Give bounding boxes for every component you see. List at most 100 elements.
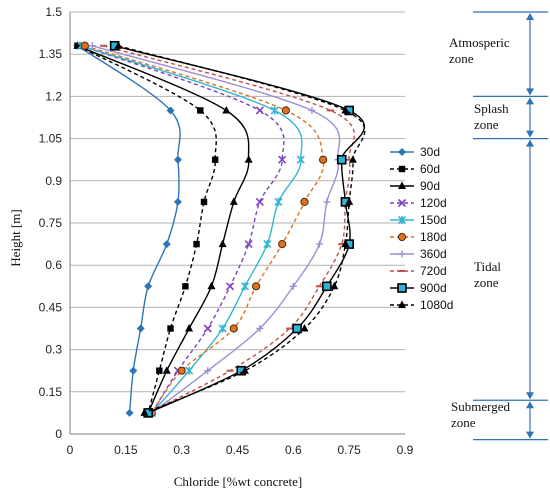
series-line-30d: [77, 45, 181, 413]
legend-label-120d: 120d: [420, 196, 447, 210]
data-point-150d: [185, 366, 194, 375]
zone-arrow-head: [526, 97, 534, 105]
data-point-180d: [300, 197, 309, 206]
data-point-60d: [167, 325, 174, 332]
legend-marker-180d: [397, 232, 407, 242]
data-point-1080d: [341, 239, 350, 248]
y-tick-label: 0: [55, 427, 62, 441]
y-tick-label: 0.6: [45, 258, 62, 272]
series-line-900d: [114, 45, 365, 414]
zone-arrow-head: [526, 431, 534, 439]
zone-label: zone: [451, 415, 476, 430]
series-line-60d: [77, 45, 217, 414]
legend-label-90d: 90d: [420, 179, 440, 193]
data-point-150d: [270, 106, 279, 115]
data-point-180d: [252, 282, 261, 291]
data-point-60d: [156, 367, 163, 374]
data-point-360d: [315, 240, 323, 248]
data-point-150d: [296, 155, 305, 164]
data-point-180d: [229, 324, 238, 333]
data-point-1080d: [240, 366, 249, 374]
legend-marker-1080d: [398, 300, 406, 308]
data-point-120d: [244, 240, 253, 249]
data-point-60d: [193, 240, 200, 248]
zone-arrow-head: [526, 130, 534, 138]
x-tick-label: 0.6: [285, 443, 302, 457]
y-tick-label: 0.75: [39, 216, 63, 230]
data-point-1080d: [345, 197, 354, 205]
x-tick-label: 0.45: [226, 443, 250, 457]
series-line-720d: [103, 45, 355, 414]
zone-arrow-head: [526, 88, 534, 96]
legend-label-360d: 360d: [420, 247, 447, 261]
data-point-150d: [218, 324, 227, 333]
series-line-150d: [80, 45, 303, 414]
x-tick-label: 0.15: [114, 443, 138, 457]
y-tick-label: 1.05: [39, 132, 63, 146]
x-tick-label: 0.3: [173, 443, 190, 457]
data-point-150d: [263, 240, 272, 249]
data-point-180d: [80, 41, 89, 50]
zone-label: Atmosperic: [449, 35, 510, 50]
series-line-120d: [80, 45, 285, 414]
data-point-1080d: [341, 105, 350, 114]
data-point-60d: [182, 283, 189, 290]
zone-arrow-head: [526, 392, 534, 400]
data-point-180d: [278, 240, 287, 249]
y-axis-title: Height [m]: [8, 209, 23, 266]
y-tick-label: 0.45: [39, 300, 63, 314]
legend-marker-360d: [398, 250, 406, 258]
legend-label-1080d: 1080d: [420, 298, 453, 312]
zone-label: zone: [474, 117, 499, 132]
data-point-30d: [129, 366, 138, 375]
data-point-180d: [319, 155, 328, 164]
legend-label-60d: 60d: [420, 162, 440, 176]
x-tick-label: 0: [67, 443, 74, 457]
data-point-1080d: [140, 408, 149, 416]
data-point-1080d: [330, 281, 339, 290]
data-point-120d: [255, 197, 264, 206]
data-point-120d: [278, 155, 287, 164]
data-point-90d: [229, 197, 238, 205]
data-point-360d: [323, 198, 331, 206]
y-tick-label: 1.35: [39, 47, 63, 61]
series-line-1080d: [118, 45, 366, 414]
y-tick-label: 1.2: [45, 89, 62, 103]
data-point-900d: [292, 323, 302, 334]
x-tick-label: 0.75: [337, 443, 361, 457]
zone-label: zone: [474, 275, 499, 290]
legend-marker-900d: [397, 283, 407, 293]
legend-marker-30d: [398, 148, 406, 156]
axes: 0 0.15 0.3 0.45 0.6 0.75 0.9 1.05 1.2 1.35 1.5 0 0.1…: [39, 5, 414, 457]
legend-marker-90d: [398, 181, 406, 189]
legend-label-720d: 720d: [420, 264, 447, 278]
data-point-30d: [173, 155, 182, 164]
data-point-1080d: [114, 41, 123, 49]
data-point-360d: [88, 42, 96, 50]
data-point-90d: [222, 105, 231, 114]
x-axis-title: Chloride [%wt concrete]: [174, 474, 303, 489]
legend-marker-60d: [398, 165, 406, 173]
series-line-180d: [84, 45, 325, 414]
data-point-1080d: [300, 324, 309, 332]
legend-label-30d: 30d: [420, 145, 440, 159]
data-point-120d: [225, 282, 235, 291]
data-point-90d: [244, 155, 253, 163]
data-point-30d: [162, 240, 171, 249]
data-point-60d: [211, 156, 219, 163]
legend-label-150d: 150d: [420, 213, 447, 227]
zone-label: Splash: [474, 101, 509, 116]
y-tick-label: 1.5: [45, 5, 62, 19]
data-point-900d: [322, 281, 332, 292]
y-tick-label: 0.3: [45, 343, 62, 357]
y-tick-label: 0.9: [45, 174, 62, 188]
x-tick-label: 0.9: [397, 443, 414, 457]
legend-marker-150d: [397, 215, 407, 225]
legend: 30d 60d 90d 120d 150d 180d 360d 720d 900d 1080d: [390, 145, 453, 312]
data-point-360d: [204, 367, 212, 375]
data-point-360d: [308, 106, 316, 114]
zone-arrow-head: [526, 13, 534, 20]
data-point-30d: [144, 282, 153, 291]
data-point-150d: [240, 282, 250, 291]
